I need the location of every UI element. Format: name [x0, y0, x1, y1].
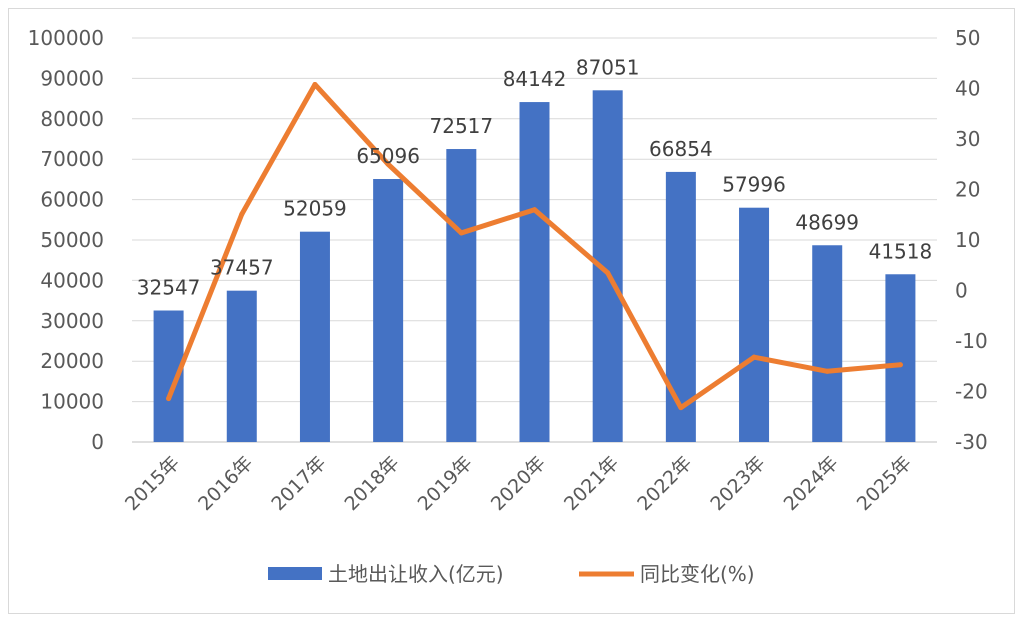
bar-data-label: 57996	[722, 173, 786, 197]
y-right-tick-label: -10	[955, 329, 988, 353]
y-left-tick-label: 60000	[40, 188, 104, 212]
bar	[739, 207, 770, 442]
bar	[373, 179, 404, 443]
bar	[519, 102, 550, 443]
line-point	[897, 362, 903, 368]
bar-data-label: 84142	[503, 67, 567, 91]
line-point	[312, 81, 318, 87]
bar-data-label: 66854	[649, 137, 713, 161]
y-left-tick-label: 0	[91, 430, 104, 454]
line-point	[605, 270, 611, 276]
x-tick-label: 2024年	[780, 452, 843, 515]
bar-data-label: 65096	[356, 144, 420, 168]
y-right-tick-label: 10	[955, 228, 980, 252]
line-point	[166, 396, 172, 402]
y-left-tick-label: 80000	[40, 107, 104, 131]
line-point	[458, 230, 464, 236]
bar	[812, 245, 843, 442]
bar	[885, 274, 916, 442]
y-left-tick-label: 10000	[40, 390, 104, 414]
y-left-tick-label: 100000	[28, 26, 104, 50]
bar	[446, 149, 477, 443]
y-left-tick-label: 90000	[40, 66, 104, 90]
x-tick-label: 2020年	[487, 452, 550, 515]
legend-label-bar: 土地出让收入(亿元)	[328, 562, 504, 586]
bar-series	[153, 90, 916, 443]
y-right-tick-label: 30	[955, 127, 980, 151]
x-tick-label: 2016年	[194, 452, 257, 515]
bar-data-label: 37457	[210, 256, 274, 280]
legend: 土地出让收入(亿元) 同比变化(%)	[268, 562, 755, 586]
bar	[226, 290, 257, 442]
x-tick-label: 2021年	[560, 452, 623, 515]
bar	[665, 171, 696, 442]
line-point	[239, 211, 245, 217]
y-right-tick-label: 20	[955, 178, 980, 202]
y-right-tick-label: -30	[955, 430, 988, 454]
data-labels: 32547 37457 52059 65096 72517 84142 87051 66854…	[137, 55, 932, 299]
y-left-tick-label: 70000	[40, 147, 104, 171]
y-right-tick-label: 40	[955, 77, 980, 101]
x-tick-label: 2025年	[853, 452, 916, 515]
y-axis-left: 0 10000 20000 30000 40000 50000 60000 70000 8000…	[28, 26, 104, 454]
line-series	[166, 81, 903, 411]
bar-data-label: 41518	[869, 239, 933, 263]
legend-swatch-bar	[268, 567, 322, 580]
y-left-tick-label: 30000	[40, 309, 104, 333]
x-tick-label: 2017年	[267, 452, 330, 515]
bar	[299, 231, 330, 442]
x-tick-label: 2018年	[340, 452, 403, 515]
y-axis-right: -30 -20 -10 0 10 20 30 40 50	[955, 26, 988, 454]
bar-data-label: 72517	[430, 114, 494, 138]
line-point	[532, 207, 537, 213]
x-tick-label: 2019年	[414, 452, 477, 515]
bar-data-label: 87051	[576, 55, 640, 79]
bar-data-label: 32547	[137, 276, 201, 300]
x-tick-label: 2022年	[633, 452, 696, 515]
x-axis: 2015年 2016年 2017年 2018年 2019年 2020年 2021年 2022年…	[121, 452, 916, 515]
bar-data-label: 48699	[795, 210, 859, 234]
y-right-tick-label: -20	[955, 380, 988, 404]
bar-data-label: 52059	[283, 197, 347, 221]
y-left-tick-label: 50000	[40, 228, 104, 252]
y-right-tick-label: 0	[955, 279, 968, 303]
legend-label-line: 同比变化(%)	[640, 562, 755, 586]
x-tick-label: 2023年	[706, 452, 769, 515]
x-tick-label: 2015年	[121, 452, 184, 515]
line-point	[824, 368, 830, 374]
y-left-tick-label: 40000	[40, 268, 104, 292]
y-left-tick-label: 20000	[40, 349, 104, 373]
line-point	[678, 405, 684, 411]
line-point	[751, 354, 757, 360]
y-right-tick-label: 50	[955, 26, 980, 50]
line-point	[385, 161, 391, 167]
